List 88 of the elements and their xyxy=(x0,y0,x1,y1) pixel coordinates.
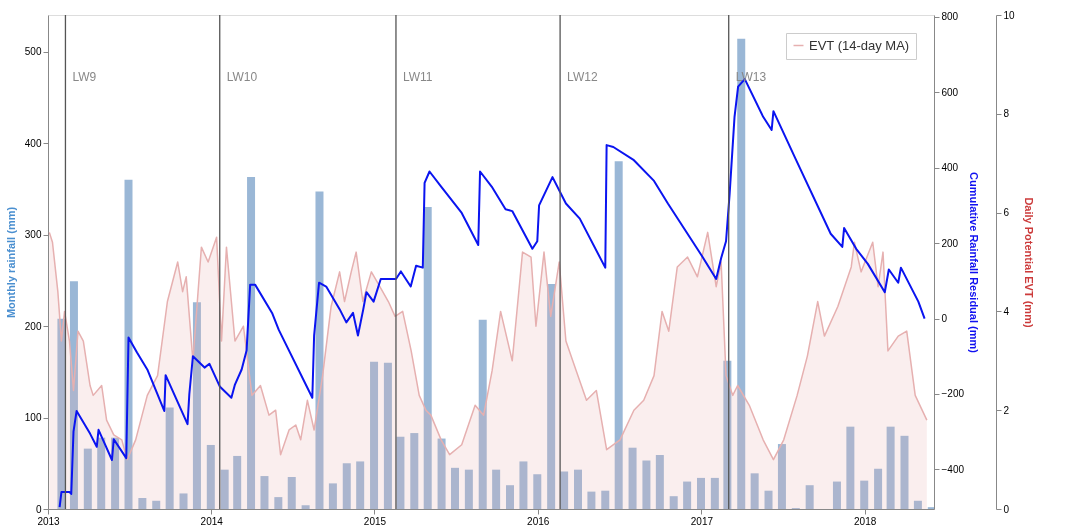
legend-label: EVT (14-day MA) xyxy=(809,37,910,53)
bar xyxy=(233,455,242,509)
bar xyxy=(750,473,759,509)
y3-tick-label: 4 xyxy=(1003,305,1010,317)
y3-axis-title: Daily Potential EVT (mm) xyxy=(1022,197,1035,328)
bar xyxy=(206,444,215,509)
bar xyxy=(478,319,487,509)
ref-line-label: LW12 xyxy=(567,70,598,84)
bar xyxy=(383,362,392,509)
bar xyxy=(601,490,610,509)
y2-tick-label: 0 xyxy=(941,313,948,325)
bar xyxy=(628,447,637,509)
bar xyxy=(138,498,147,509)
bar xyxy=(260,476,269,509)
bar xyxy=(777,444,786,509)
bar xyxy=(683,481,692,509)
ref-line-label: LW11 xyxy=(402,70,433,84)
bar xyxy=(710,477,719,509)
bar xyxy=(764,490,773,509)
x-tick-label: 2016 xyxy=(527,515,550,527)
bar xyxy=(846,426,855,509)
bar xyxy=(669,496,678,509)
bar xyxy=(451,467,459,509)
bar xyxy=(492,469,501,509)
x-tick-label: 2017 xyxy=(690,515,714,527)
y2-tick-label: −200 xyxy=(941,388,965,400)
bar xyxy=(342,463,351,509)
bar xyxy=(328,483,337,509)
bar xyxy=(220,469,229,509)
bar xyxy=(356,461,365,509)
x-tick-label: 2013 xyxy=(37,515,61,527)
bar xyxy=(301,505,310,509)
bar xyxy=(913,500,922,509)
y2-tick-label: 600 xyxy=(941,86,959,98)
bar xyxy=(533,474,542,509)
bar xyxy=(696,477,705,509)
y3-tick-label: 2 xyxy=(1003,404,1010,416)
x-tick-label: 2014 xyxy=(200,515,224,527)
y2-tick-label: 800 xyxy=(941,11,959,23)
y-tick-label: 200 xyxy=(24,320,42,332)
y2-axis-title: Cumulative Rainfall Residual (mm) xyxy=(968,172,981,354)
bar xyxy=(886,426,895,509)
bar xyxy=(437,438,446,509)
bar xyxy=(587,491,596,509)
y3-tick-label: 0 xyxy=(1003,503,1010,515)
bar xyxy=(57,318,66,509)
x-tick-label: 2015 xyxy=(363,515,387,527)
bar xyxy=(423,207,432,509)
y-axis-title: Monthly rainfall (mm) xyxy=(4,206,17,319)
bar xyxy=(315,191,324,509)
y2-tick-label: 200 xyxy=(941,237,959,249)
bar xyxy=(655,455,664,509)
bar xyxy=(874,468,883,509)
bar xyxy=(410,433,419,509)
y-tick-label: 300 xyxy=(24,229,42,241)
bar xyxy=(247,176,256,509)
bar xyxy=(860,480,869,509)
bar xyxy=(97,437,106,509)
bar xyxy=(165,407,174,509)
bar xyxy=(900,435,909,509)
y2-tick-label: −400 xyxy=(941,463,965,475)
bar xyxy=(642,460,651,509)
x-tick-label: 2018 xyxy=(854,515,877,527)
y-tick-label: 0 xyxy=(35,503,42,515)
bar xyxy=(83,448,92,509)
y-tick-label: 500 xyxy=(24,46,42,58)
bar xyxy=(832,481,841,509)
bar xyxy=(179,493,188,509)
bar xyxy=(614,161,623,509)
bar xyxy=(370,361,379,509)
bar xyxy=(192,302,201,509)
bar xyxy=(287,476,296,509)
ref-line-label: LW9 xyxy=(72,70,97,84)
bar xyxy=(464,469,473,509)
bar xyxy=(506,485,515,509)
y-tick-label: 100 xyxy=(24,412,42,424)
y2-tick-label: 400 xyxy=(941,162,959,174)
bar xyxy=(152,500,161,509)
y3-tick-label: 8 xyxy=(1003,108,1010,120)
y3-tick-label: 10 xyxy=(1003,9,1016,21)
y3-tick-label: 6 xyxy=(1003,207,1010,219)
bar xyxy=(547,283,556,509)
ref-line-label: LW10 xyxy=(226,70,258,84)
bar xyxy=(519,461,528,509)
bar xyxy=(274,497,283,509)
y-tick-label: 400 xyxy=(24,137,42,149)
bar xyxy=(805,485,814,509)
bar xyxy=(573,469,582,509)
